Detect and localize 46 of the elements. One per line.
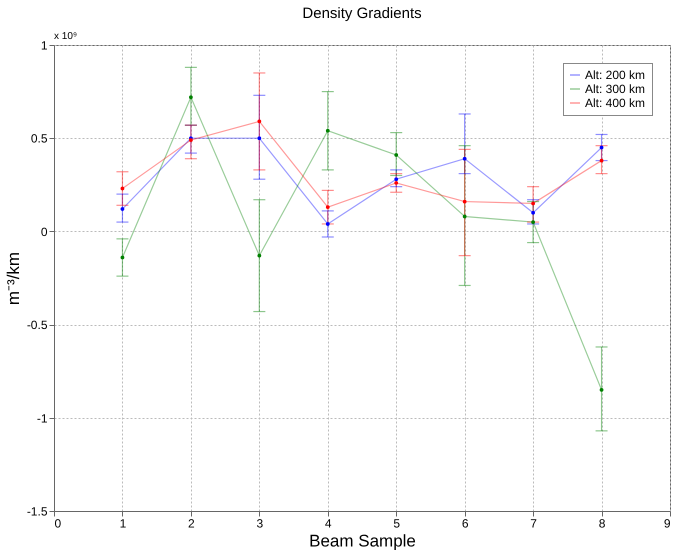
point (462, 156, 467, 161)
y-axis-title: m⁻³/km (4, 252, 23, 306)
y-tick-label: 0.5 (30, 132, 48, 146)
x-tick-label: 3 (256, 516, 264, 530)
point (120, 256, 124, 260)
x-tick-label: 8 (598, 516, 606, 530)
point (531, 220, 535, 224)
x-tick-label: 1 (120, 516, 127, 530)
legend-label: Alt: 200 km (585, 68, 646, 82)
point (394, 153, 398, 157)
point (600, 146, 604, 150)
point (326, 128, 330, 133)
line-series (120, 136, 604, 226)
x-axis-title: Beam Sample (309, 532, 416, 550)
point (600, 158, 604, 162)
x-tick-label: 4 (324, 516, 332, 530)
point (257, 136, 262, 140)
y-tick-label: 1 (40, 38, 48, 52)
x-tick-label: 5 (393, 516, 400, 530)
point (394, 177, 398, 182)
point (531, 202, 535, 206)
point (462, 214, 467, 218)
point (257, 120, 262, 124)
chart-title: Density Gradients (302, 5, 422, 22)
point (531, 210, 535, 215)
point (600, 388, 604, 392)
point (326, 205, 330, 210)
point (189, 95, 193, 100)
point (257, 254, 262, 258)
point (462, 200, 467, 204)
x-tick-label: 7 (530, 516, 538, 530)
point (326, 222, 330, 226)
legend-label: Alt: 400 km (585, 96, 646, 110)
y-tick-label: -0.5 (26, 318, 48, 332)
text: x 10⁹ (54, 31, 78, 42)
x-tick-label: 6 (462, 516, 469, 530)
y-tick-label: -1 (36, 411, 48, 426)
point (394, 181, 398, 185)
point (120, 186, 124, 190)
x-tick-label: 0 (54, 516, 62, 530)
y-tick-label: -1.5 (26, 504, 48, 518)
x-tick-label: 2 (188, 516, 196, 530)
point (120, 207, 124, 211)
y-tick-label: 0 (40, 224, 48, 239)
legend-label: Alt: 300 km (585, 82, 646, 96)
x-tick-label: 9 (664, 516, 671, 530)
